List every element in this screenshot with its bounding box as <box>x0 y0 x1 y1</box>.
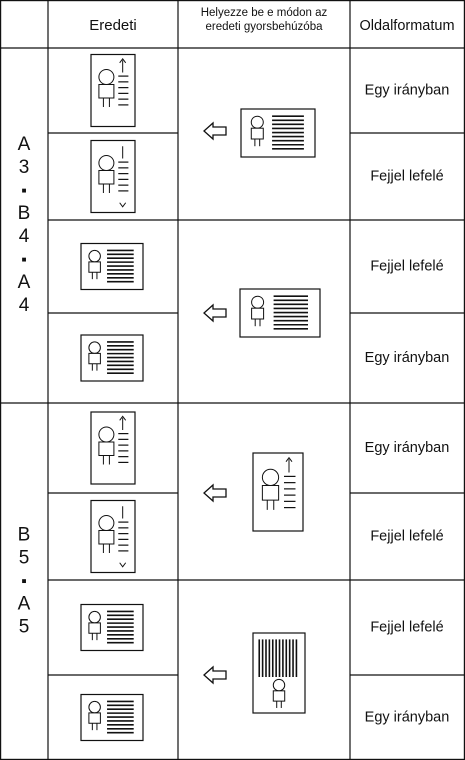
document-icon <box>90 53 136 128</box>
figure-body <box>88 712 101 724</box>
insert-arrow <box>203 121 227 141</box>
orientation-label: Egy irányban <box>365 709 450 725</box>
document-icon <box>252 452 304 532</box>
document-icon <box>90 139 136 214</box>
group-label-char: A <box>18 272 31 293</box>
orientation-label: Fejjel lefelé <box>370 258 443 274</box>
figure-head <box>88 341 101 354</box>
figure-body <box>88 261 101 273</box>
orientation-label: Egy irányban <box>365 82 450 98</box>
orientation-label: Fejjel lefelé <box>370 619 443 635</box>
group-label-char: ■ <box>22 255 27 264</box>
figure-head <box>251 295 265 309</box>
figure-body <box>261 485 280 501</box>
figure-body <box>98 170 115 185</box>
group-label-char: B <box>18 525 31 546</box>
direction-arrowhead <box>119 415 127 421</box>
figure-body <box>98 530 115 545</box>
group-label-char: A <box>18 594 31 615</box>
direction-arrowhead <box>285 456 293 462</box>
direction-arrowhead <box>119 57 127 64</box>
document-icon <box>90 411 136 485</box>
document-icon <box>239 288 321 338</box>
figure-head <box>250 115 264 129</box>
group-label-char: B <box>18 203 31 224</box>
figure-body <box>251 307 265 320</box>
group-label-char: ■ <box>22 577 27 586</box>
group-label-char: 5 <box>19 548 30 569</box>
direction-arrowhead <box>119 202 127 208</box>
figure-head <box>272 678 286 692</box>
figure-body <box>98 84 115 99</box>
document-icon <box>80 693 144 742</box>
insert-arrow <box>203 303 227 323</box>
insert-arrow <box>203 665 227 685</box>
group-label-char: A <box>18 134 31 155</box>
document-icon <box>240 108 316 158</box>
group-label-char: 4 <box>19 226 30 247</box>
orientation-label: Egy irányban <box>365 350 450 366</box>
group-label-char: 4 <box>19 295 30 316</box>
figure-head <box>98 426 115 443</box>
figure-head <box>98 69 115 85</box>
header-insert-line: Helyezze be e módon az <box>201 7 328 19</box>
figure-head <box>98 515 115 531</box>
document-icon <box>80 334 144 382</box>
figure-body <box>88 352 101 365</box>
direction-arrowhead <box>119 562 127 568</box>
figure-head <box>88 249 101 263</box>
figure-body <box>88 622 101 634</box>
header-insert-line: eredeti gyorsbehúzóba <box>206 21 324 33</box>
header-orientation: Oldalformatum <box>359 18 454 34</box>
orientation-label: Egy irányban <box>365 440 450 456</box>
figure-body <box>272 690 286 702</box>
insert-arrow <box>203 483 227 503</box>
document-icon <box>80 242 144 291</box>
figure-body <box>250 127 264 140</box>
document-icon <box>90 499 136 574</box>
figure-body <box>98 441 115 456</box>
document-icon <box>80 603 144 652</box>
group-label-char: 5 <box>19 617 30 638</box>
figure-head <box>88 700 101 714</box>
group-label-char: ■ <box>22 186 27 195</box>
figure-head <box>98 155 115 171</box>
group-label-char: 3 <box>19 157 30 178</box>
header-original: Eredeti <box>89 17 137 34</box>
orientation-label: Fejjel lefelé <box>370 168 443 184</box>
figure-head <box>88 610 101 624</box>
orientation-label: Fejjel lefelé <box>370 528 443 544</box>
document-icon <box>252 632 306 714</box>
figure-head <box>261 468 280 486</box>
